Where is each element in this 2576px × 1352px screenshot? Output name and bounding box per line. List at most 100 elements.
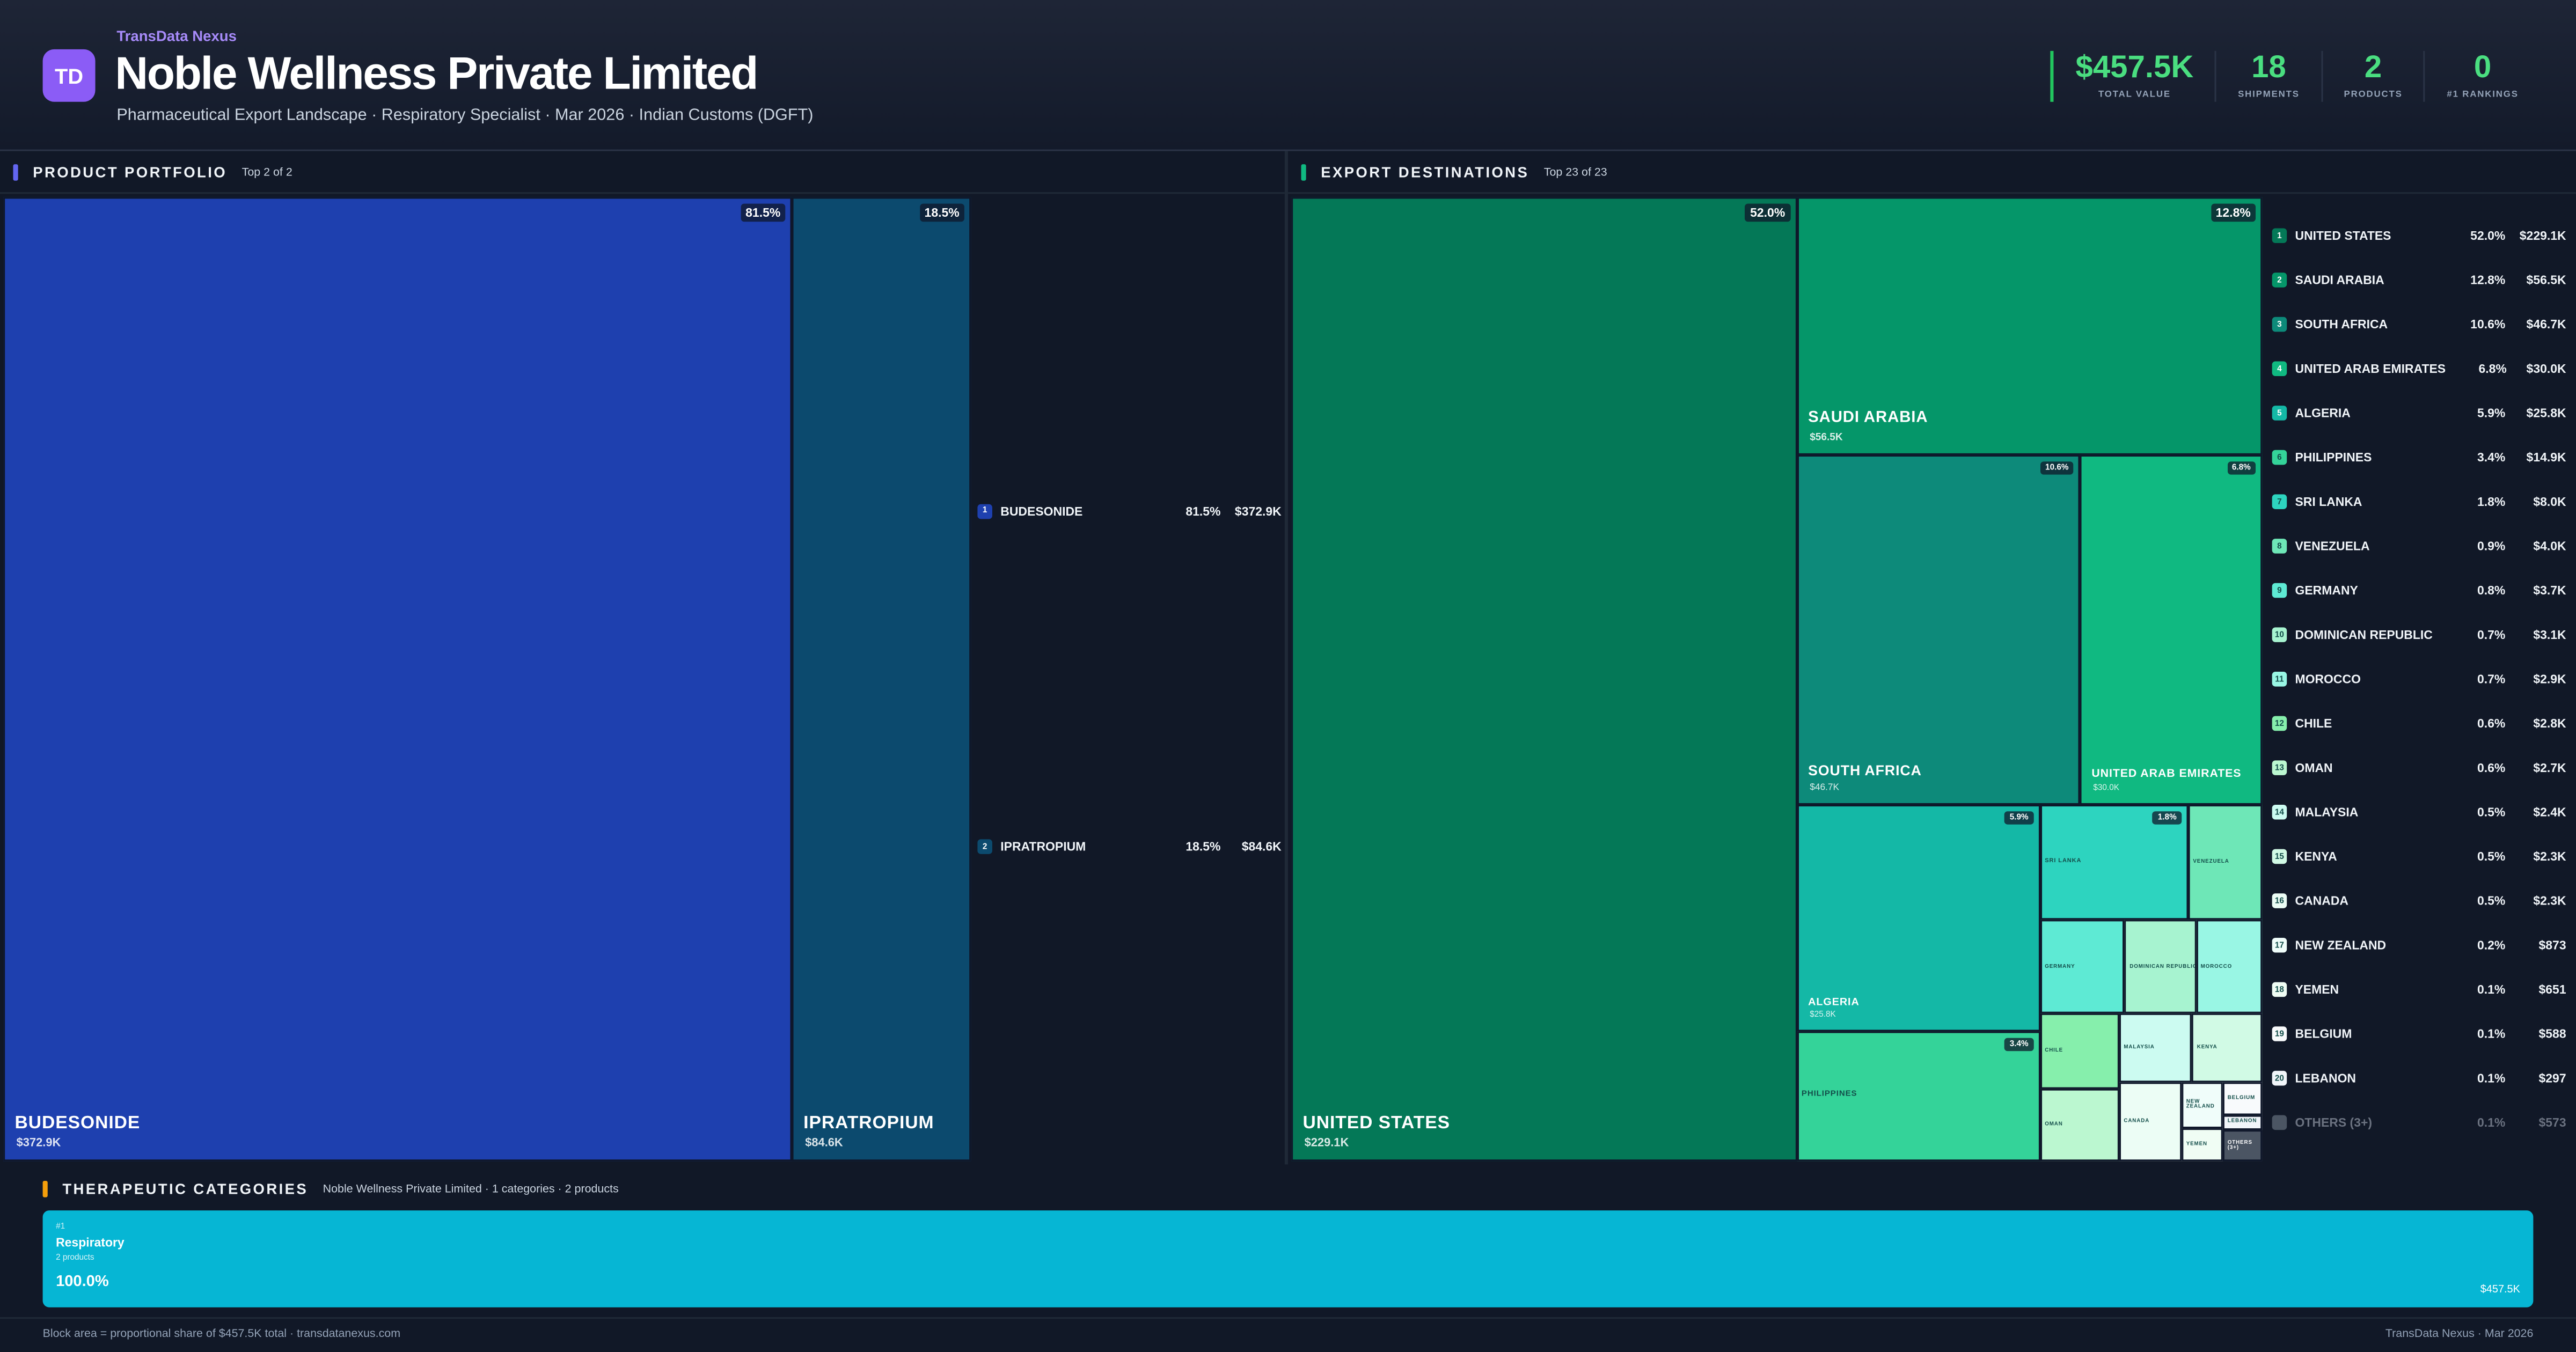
legend-row: OTHERS (3+) 0.1% $573: [2272, 1100, 2566, 1145]
legend-row: 15 KENYA 0.5% $2.3K: [2272, 834, 2566, 879]
legend-name: OTHERS (3+): [2295, 1115, 2373, 1130]
treemap-cell: BUDESONIDE $372.9K 81.5%: [3, 197, 792, 1162]
legend-value: $588: [2538, 1026, 2566, 1041]
legend-row: 3 SOUTH AFRICA 10.6% $46.7K: [2272, 302, 2566, 347]
legend-row: 8 VENEZUELA 0.9% $4.0K: [2272, 524, 2566, 569]
legend-share: 0.1%: [2477, 1026, 2506, 1041]
legend-share: 0.6%: [2477, 716, 2506, 731]
footer-left: Block area = proportional share of $457.…: [42, 1328, 401, 1340]
legend-value: $30.0K: [2526, 361, 2566, 377]
legend-share: 3.4%: [2477, 450, 2506, 465]
legend-share: 0.7%: [2477, 672, 2506, 687]
legend-row: 9 GERMANY 0.8% $3.7K: [2272, 568, 2566, 613]
brand: TransData Nexus: [116, 28, 237, 45]
legend-row: 4 UNITED ARAB EMIRATES 6.8% $30.0K: [2272, 347, 2566, 391]
kpi: $457.5K TOTAL VALUE: [2054, 50, 2217, 102]
rank-badge: 12: [2272, 716, 2287, 731]
legend-share: 6.8%: [2478, 361, 2507, 377]
treemap-cell: SOUTH AFRICA $46.7K 10.6%: [1796, 455, 2080, 806]
rank-badge: 1: [977, 503, 992, 519]
treemap-cell: DOMINICAN REPUBLIC: [2125, 920, 2196, 1013]
legend-name: ALGERIA: [2295, 406, 2351, 421]
treemap-cell: ALGERIA $25.8K 5.9%: [1796, 805, 2040, 1031]
legend-name: GERMANY: [2295, 583, 2358, 598]
legend-share: 0.1%: [2477, 1115, 2506, 1130]
legend-name: SRI LANKA: [2295, 494, 2362, 509]
legend-row: 2 IPRATROPIUM 18.5% $84.6K: [977, 825, 1282, 870]
section-subtitle: Top 2 of 2: [241, 166, 292, 179]
legend-row: 19 BELGIUM 0.1% $588: [2272, 1012, 2566, 1056]
legend-value: $3.7K: [2533, 583, 2566, 598]
accent: [1301, 164, 1306, 181]
kpi: 18 SHIPMENTS: [2216, 50, 2323, 102]
rank-badge: 4: [2272, 361, 2287, 377]
cell-name: UNITED STATES: [1302, 1113, 1451, 1133]
cell-name: SOUTH AFRICA: [1808, 762, 1922, 779]
cell-name: MALAYSIA: [2124, 1043, 2155, 1050]
rank-badge: 20: [2272, 1070, 2287, 1086]
rank-badge: 19: [2272, 1026, 2287, 1041]
category-value: $457.5K: [2480, 1284, 2520, 1296]
legend-row: 13 OMAN 0.6% $2.7K: [2272, 746, 2566, 790]
legend-name: IPRATROPIUM: [1000, 840, 1086, 855]
kpi: 2 PRODUCTS: [2323, 50, 2426, 102]
category-bars: #1 Respiratory 2 products 100.0% $457.5K: [42, 1210, 2534, 1307]
section-title: PRODUCT PORTFOLIO: [33, 164, 228, 181]
cell-value: $56.5K: [1810, 432, 1843, 444]
legend-name: OMAN: [2295, 760, 2333, 775]
legend-share: 0.1%: [2477, 1070, 2506, 1086]
section-subtitle: Top 23 of 23: [1543, 166, 1607, 179]
kpi: 0 #1 RANKINGS: [2426, 51, 2540, 102]
cell-value: $372.9K: [16, 1136, 61, 1150]
cell-name: MOROCCO: [2200, 962, 2233, 969]
kpi-value: 2: [2364, 50, 2382, 86]
header: TD TransData Nexus Noble Wellness Privat…: [0, 0, 2576, 151]
cell-value: $30.0K: [2093, 784, 2119, 794]
legend-value: $2.4K: [2533, 804, 2566, 820]
product-panel: PRODUCT PORTFOLIO Top 2 of 2 BUDESONIDE $37…: [0, 151, 1288, 1165]
share-badge: 1.8%: [2153, 812, 2182, 825]
rank-badge: 1: [2272, 228, 2287, 244]
rank-badge: 3: [2272, 317, 2287, 332]
cell-value: $25.8K: [1810, 1009, 1836, 1020]
cell-value: $84.6K: [805, 1136, 843, 1150]
legend-row: 11 MOROCCO 0.7% $2.9K: [2272, 657, 2566, 701]
legend-share: 0.5%: [2477, 804, 2506, 820]
legend-value: $14.9K: [2526, 450, 2566, 465]
kpi-label: TOTAL VALUE: [2098, 90, 2171, 100]
legend-name: LEBANON: [2295, 1070, 2357, 1086]
legend-value: $2.3K: [2533, 849, 2566, 864]
rank-badge: 11: [2272, 672, 2287, 687]
share-badge: 52.0%: [1745, 203, 1790, 222]
legend-share: 5.9%: [2477, 406, 2506, 421]
legend-name: BUDESONIDE: [1000, 503, 1083, 519]
legend-name: SAUDI ARABIA: [2295, 273, 2384, 288]
legend-row: 14 MALAYSIA 0.5% $2.4K: [2272, 790, 2566, 834]
legend-value: $229.1K: [2519, 228, 2566, 244]
legend-name: YEMEN: [2295, 982, 2339, 997]
legend-share: 12.8%: [2470, 273, 2506, 288]
treemap-cell: NEW ZEALAND: [2181, 1083, 2223, 1128]
footer: Block area = proportional share of $457.…: [0, 1317, 2576, 1351]
divider: [0, 192, 1285, 194]
title: Noble Wellness Private Limited: [115, 47, 758, 99]
legend-share: 0.2%: [2477, 937, 2506, 953]
legend-name: DOMINICAN REPUBLIC: [2295, 627, 2433, 642]
categories-header: THERAPEUTIC CATEGORIES Noble Wellness Pr…: [42, 1168, 619, 1211]
cell-name: LEBANON: [2227, 1118, 2257, 1125]
legend-row: 7 SRI LANKA 1.8% $8.0K: [2272, 480, 2566, 524]
legend-value: $2.3K: [2533, 893, 2566, 908]
cell-name: IPRATROPIUM: [803, 1113, 934, 1133]
cell-name: OMAN: [2045, 1120, 2063, 1127]
legend-name: MOROCCO: [2295, 672, 2361, 687]
treemap-cell: PHILIPPINES 3.4%: [1796, 1031, 2040, 1162]
legend-value: $4.0K: [2533, 539, 2566, 554]
legend-row: 1 BUDESONIDE 81.5% $372.9K: [977, 489, 1282, 533]
cell-name: CHILE: [2045, 1046, 2063, 1053]
section-title: EXPORT DESTINATIONS: [1321, 164, 1529, 181]
kpi-label: #1 RANKINGS: [2447, 90, 2519, 100]
legend-value: $46.7K: [2526, 317, 2566, 332]
cell-name: NEW ZEALAND: [2186, 1098, 2215, 1111]
rank-badge: 13: [2272, 760, 2287, 775]
